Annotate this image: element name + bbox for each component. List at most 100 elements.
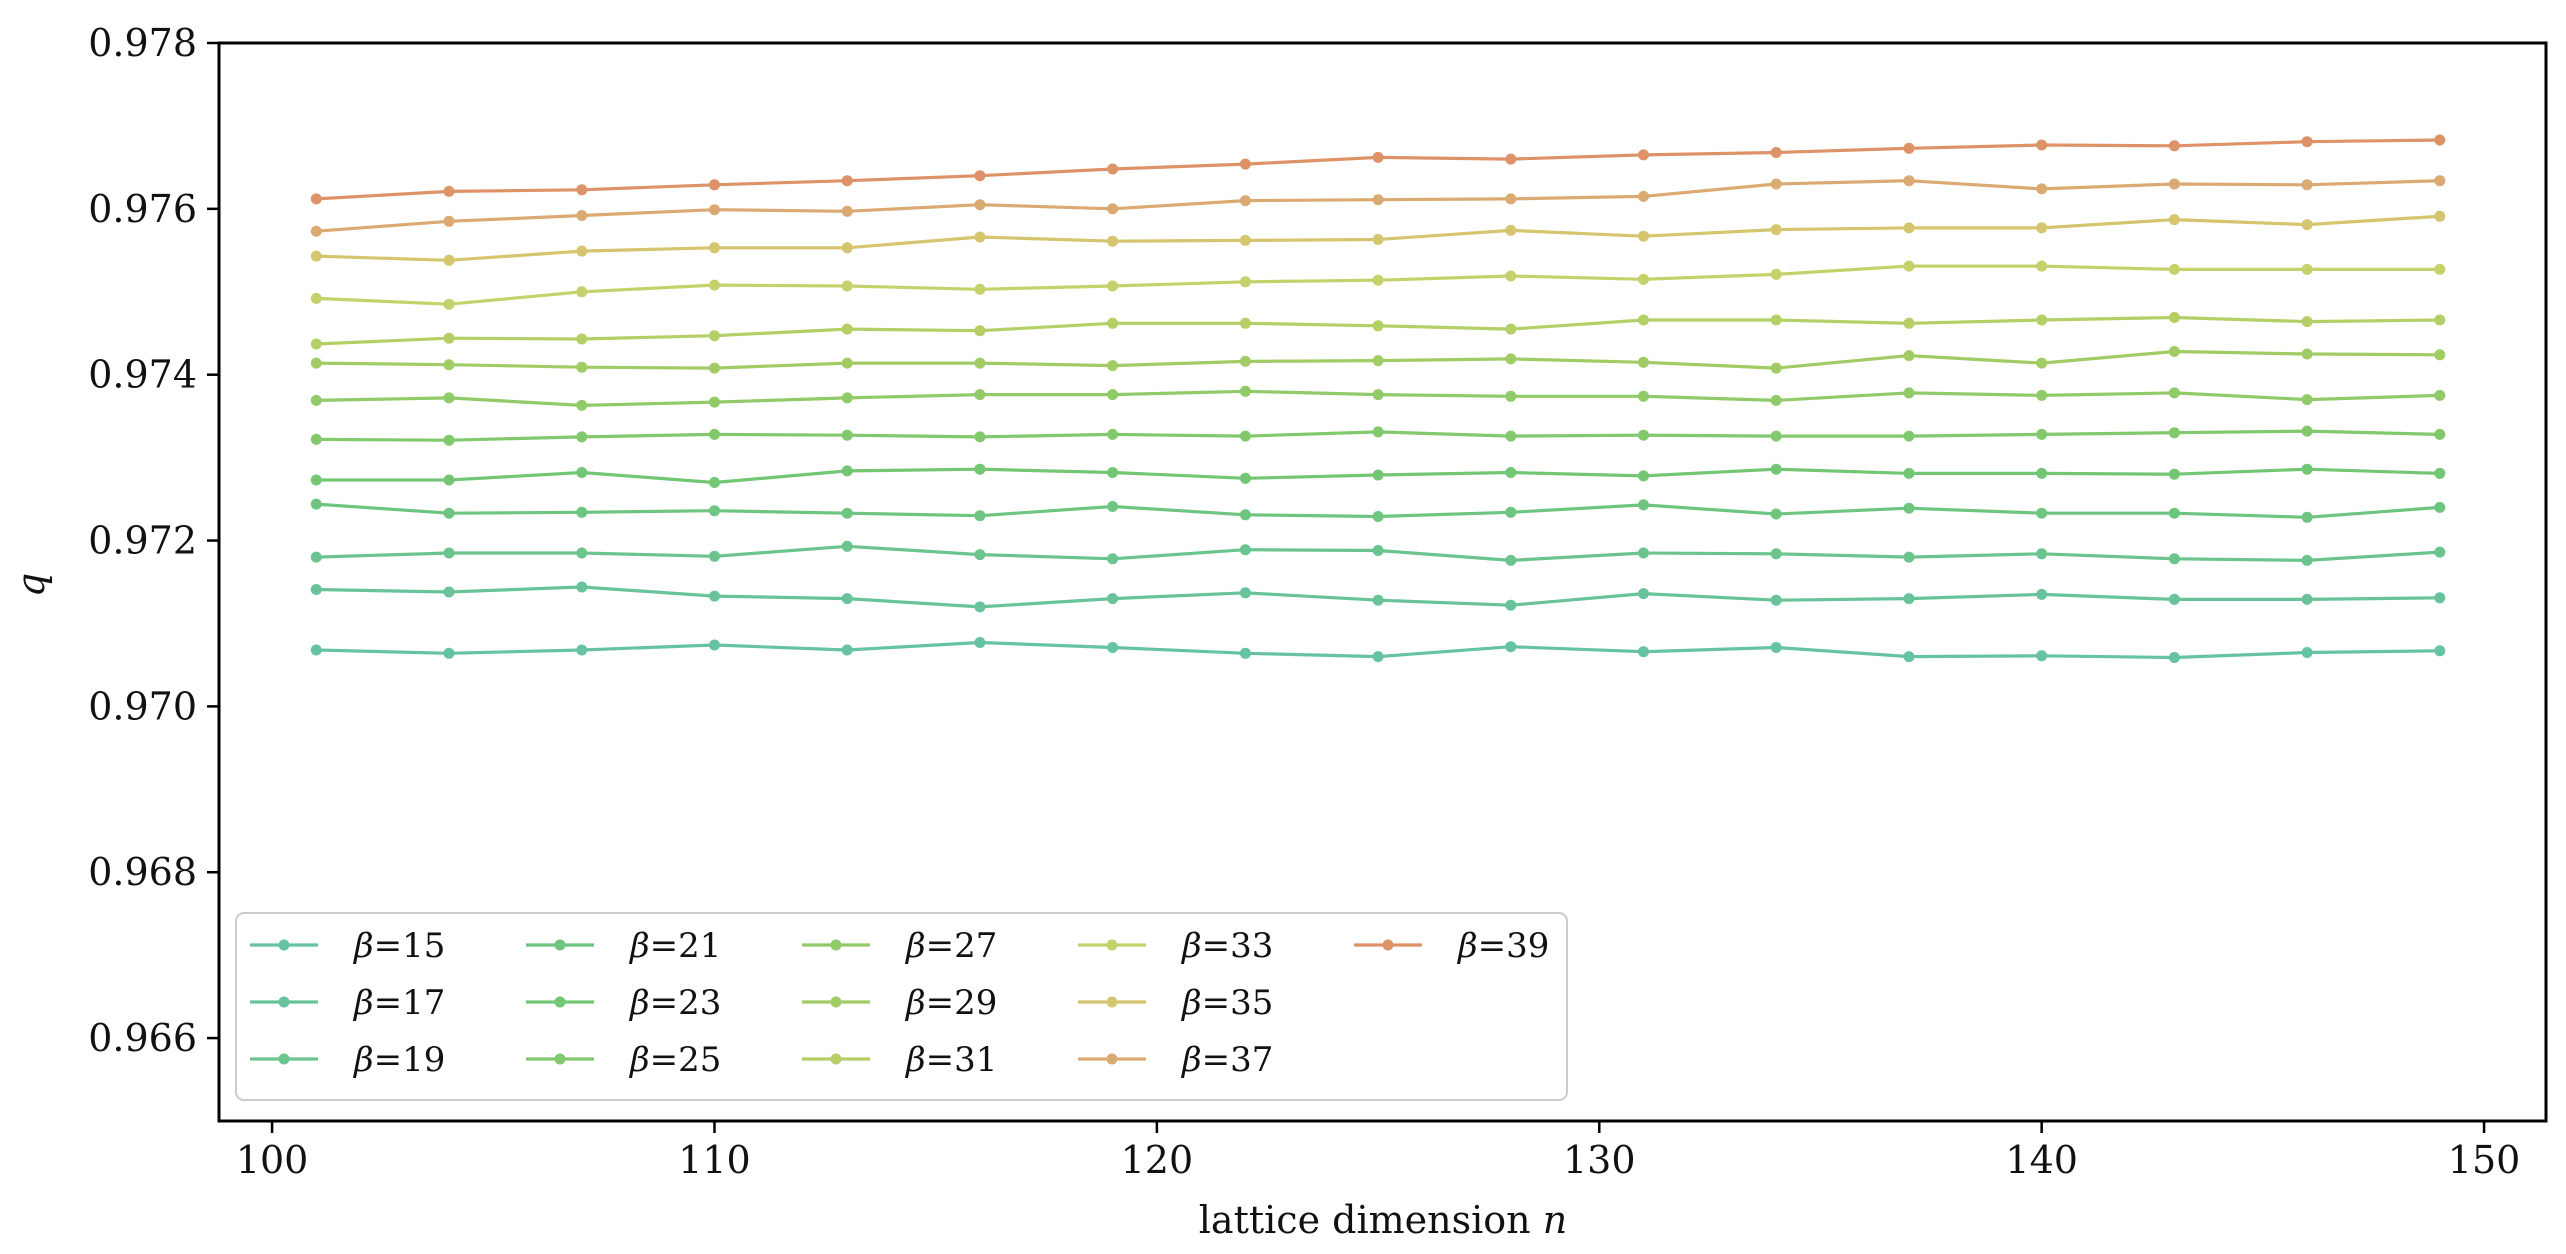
data-point bbox=[1372, 426, 1384, 438]
data-point bbox=[709, 428, 720, 440]
data-point bbox=[576, 210, 588, 221]
data-point bbox=[1107, 203, 1119, 215]
legend-swatch-marker bbox=[830, 1053, 842, 1065]
data-point bbox=[709, 362, 720, 374]
data-point bbox=[2036, 222, 2048, 234]
data-point bbox=[1770, 314, 1782, 326]
x-tick-label: 120 bbox=[1121, 1138, 1194, 1182]
legend-label: β=29 bbox=[904, 983, 997, 1023]
legend-label: β=25 bbox=[628, 1040, 721, 1080]
data-point bbox=[2168, 346, 2180, 357]
data-point bbox=[1505, 193, 1517, 205]
data-point bbox=[841, 205, 853, 217]
data-point bbox=[2434, 546, 2446, 558]
legend-item: β=23 bbox=[526, 983, 721, 1023]
legend-label: β=33 bbox=[1180, 926, 1273, 966]
legend-symbol: β bbox=[352, 983, 374, 1023]
legend-item: β=33 bbox=[1078, 926, 1273, 966]
data-point bbox=[2168, 593, 2180, 605]
data-point bbox=[1505, 270, 1517, 282]
data-point bbox=[2301, 394, 2313, 406]
legend-symbol: β bbox=[352, 1040, 374, 1080]
data-point bbox=[443, 332, 455, 344]
series-β=39 bbox=[310, 134, 2446, 205]
y-tick-label: 0.972 bbox=[88, 519, 197, 563]
data-point bbox=[1770, 642, 1782, 653]
data-point bbox=[310, 357, 322, 369]
data-point bbox=[1903, 593, 1915, 605]
data-point bbox=[2434, 592, 2446, 604]
y-tick-label: 0.968 bbox=[88, 850, 197, 894]
data-point bbox=[1903, 387, 1915, 399]
legend-symbol: β bbox=[628, 1040, 650, 1080]
legend-symbol: β bbox=[1180, 1040, 1202, 1080]
legend-swatch-marker bbox=[1106, 939, 1118, 951]
data-point bbox=[1107, 317, 1119, 329]
data-point bbox=[841, 280, 853, 292]
legend-item: β=35 bbox=[1078, 983, 1273, 1023]
legend-item: β=29 bbox=[802, 983, 997, 1023]
data-point bbox=[841, 465, 853, 477]
data-point bbox=[709, 204, 720, 216]
data-point bbox=[1505, 467, 1517, 478]
data-point bbox=[1107, 163, 1119, 175]
data-point bbox=[2301, 219, 2313, 231]
legend-swatch-marker bbox=[554, 1053, 566, 1065]
data-point bbox=[1638, 646, 1649, 658]
legend-label: β=35 bbox=[1180, 983, 1273, 1023]
series-β=19 bbox=[310, 540, 2446, 566]
data-point bbox=[1107, 360, 1119, 372]
legend-label: β=17 bbox=[352, 983, 445, 1023]
data-point bbox=[1638, 470, 1649, 482]
data-point bbox=[1770, 463, 1782, 475]
data-point bbox=[1903, 260, 1915, 272]
data-point bbox=[1505, 506, 1517, 518]
data-point bbox=[2168, 468, 2180, 480]
data-point bbox=[1239, 509, 1251, 521]
data-point bbox=[443, 254, 455, 266]
legend-symbol: β bbox=[904, 926, 926, 966]
data-point bbox=[709, 279, 720, 291]
data-point bbox=[443, 547, 455, 559]
data-point bbox=[1239, 647, 1251, 659]
data-point bbox=[1770, 178, 1782, 190]
data-point bbox=[2301, 179, 2313, 191]
data-point bbox=[974, 357, 986, 369]
data-point bbox=[974, 170, 986, 182]
series-β=15 bbox=[310, 637, 2446, 663]
data-point bbox=[1239, 234, 1251, 246]
data-point bbox=[709, 590, 720, 602]
data-point bbox=[576, 361, 588, 373]
legend-label: β=15 bbox=[352, 926, 445, 966]
x-axis-label-text: lattice dimension bbox=[1199, 1198, 1531, 1242]
data-point bbox=[2168, 178, 2180, 190]
data-point bbox=[709, 639, 720, 651]
y-axis: 0.966 0.968 0.970 0.972 0.974 0.976 0.978 bbox=[88, 21, 219, 1060]
data-point bbox=[1239, 276, 1251, 288]
data-point bbox=[2301, 511, 2313, 523]
data-point bbox=[974, 325, 986, 337]
data-point bbox=[974, 283, 986, 295]
legend-item: β=15 bbox=[250, 926, 445, 966]
data-point bbox=[1239, 472, 1251, 484]
data-point bbox=[1638, 149, 1649, 161]
data-point bbox=[2168, 652, 2180, 663]
data-point bbox=[2434, 389, 2446, 401]
data-point bbox=[2434, 467, 2446, 479]
data-point bbox=[1903, 651, 1915, 663]
legend-swatch-marker bbox=[1106, 996, 1118, 1008]
data-point bbox=[2036, 183, 2048, 195]
data-point bbox=[310, 433, 322, 445]
data-point bbox=[841, 392, 853, 404]
data-point bbox=[2036, 139, 2048, 151]
data-point bbox=[2168, 312, 2180, 323]
data-point bbox=[1372, 274, 1384, 286]
legend-swatch-marker bbox=[830, 939, 842, 951]
data-point bbox=[974, 389, 986, 401]
data-point bbox=[974, 431, 986, 443]
data-point bbox=[1107, 235, 1119, 247]
legend-value: =25 bbox=[650, 1040, 722, 1080]
legend-label: β=31 bbox=[904, 1040, 997, 1080]
legend-item: β=19 bbox=[250, 1040, 445, 1080]
axes-frame bbox=[217, 41, 2548, 1123]
